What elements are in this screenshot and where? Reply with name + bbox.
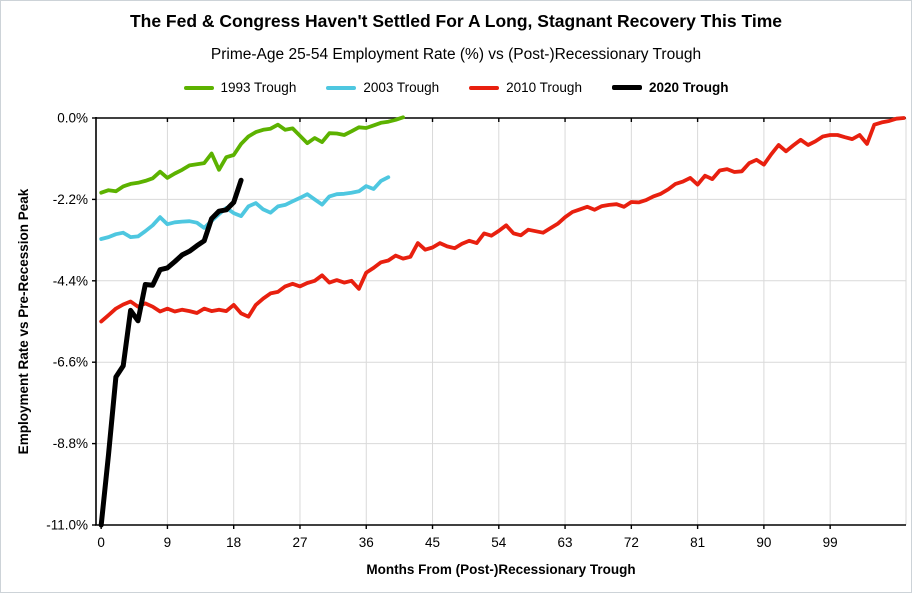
legend-swatch — [469, 85, 500, 90]
x-tick-label: 27 — [292, 535, 307, 550]
legend-item-2010-trough: 2010 Trough — [469, 80, 582, 95]
legend-item-2020-trough: 2020 Trough — [611, 80, 729, 95]
chart-subtitle: Prime-Age 25-54 Employment Rate (%) vs (… — [210, 46, 702, 63]
series-line-2003-trough — [99, 175, 391, 241]
series-line-2020-trough — [98, 177, 244, 528]
legend-swatch — [611, 85, 642, 90]
x-tick-label: 45 — [425, 535, 440, 550]
x-tick-label: 99 — [823, 535, 838, 550]
x-tick-label: 36 — [359, 535, 374, 550]
series-line-1993-trough — [99, 115, 406, 195]
x-tick-label: 81 — [690, 535, 705, 550]
x-tick-label: 54 — [491, 535, 507, 550]
y-axis-title: Employment Rate vs Pre-Recession Peak — [16, 188, 31, 454]
legend-swatch — [183, 85, 214, 90]
legend-item-2003-trough: 2003 Trough — [326, 80, 439, 95]
legend-item-1993-trough: 1993 Trough — [183, 80, 297, 95]
y-tick-label: -2.2% — [53, 192, 88, 207]
y-tick-label: -4.4% — [53, 273, 88, 288]
series-line-2010-trough — [99, 116, 906, 324]
legend-label: 2020 Trough — [648, 80, 729, 95]
chart-title: The Fed & Congress Haven't Settled For A… — [129, 11, 783, 31]
legend-swatch — [326, 85, 357, 90]
legend-label: 2010 Trough — [506, 80, 582, 95]
y-tick-label: -11.0% — [46, 518, 88, 533]
y-tick-label: -6.6% — [53, 355, 88, 370]
x-tick-label: 63 — [558, 535, 573, 550]
legend: 1993 Trough 2003 Trough 2010 Trough 2020 Tr… — [1, 80, 911, 95]
x-tick-label: 72 — [624, 535, 639, 550]
x-axis-title: Months From (Post-)Recessionary Trough — [366, 562, 635, 577]
x-tick-label: 18 — [226, 535, 241, 550]
x-tick-label: 90 — [756, 535, 771, 550]
legend-label: 2003 Trough — [363, 80, 440, 95]
x-tick-label: 0 — [97, 535, 105, 550]
x-tick-label: 9 — [164, 535, 172, 550]
y-tick-label: 0.0% — [57, 111, 88, 126]
y-tick-label: -8.8% — [53, 436, 88, 451]
legend-label: 1993 Trough — [220, 80, 297, 95]
